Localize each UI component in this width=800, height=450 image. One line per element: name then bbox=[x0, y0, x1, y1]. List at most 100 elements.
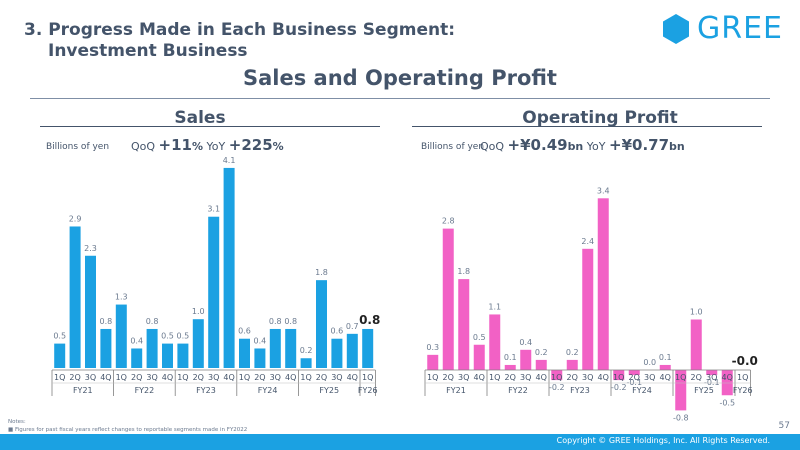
profit-value-label-10: 0.2 bbox=[566, 348, 579, 357]
profit-bar-1 bbox=[427, 354, 439, 370]
profit-quarter-label-16: 4Q bbox=[660, 373, 671, 382]
gree-logo: GREE bbox=[661, 12, 783, 46]
profit-quarter-label-11: 3Q bbox=[582, 373, 593, 382]
profit-quarter-label-4: 4Q bbox=[474, 373, 485, 382]
profit-quarter-label-13: 1Q bbox=[613, 373, 624, 382]
sales-yoy-value: +225 bbox=[228, 136, 273, 154]
profit-value-label-19: -0.1 bbox=[704, 378, 720, 387]
sales-bar-6 bbox=[131, 348, 143, 368]
sales-quarter-label-20: 4Q bbox=[347, 373, 358, 382]
notes-title: Notes: bbox=[8, 419, 26, 425]
sales-value-label-5: 1.3 bbox=[115, 293, 128, 302]
profit-value-label-14: -0.1 bbox=[626, 378, 642, 387]
profit-quarter-label-17: 1Q bbox=[675, 373, 686, 382]
sales-value-label-20: 0.7 bbox=[346, 322, 359, 331]
profit-bar-5 bbox=[489, 314, 501, 370]
profit-chart: 0.32.81.80.51.10.10.40.2-0.20.22.43.4-0.… bbox=[424, 186, 758, 422]
profit-bar-16 bbox=[659, 364, 671, 370]
sales-quarter-label-11: 3Q bbox=[208, 373, 219, 382]
sales-quarter-label-10: 2Q bbox=[193, 373, 204, 382]
profit-year-label-fy25: FY25 bbox=[694, 386, 714, 395]
profit-value-label-17: -0.8 bbox=[673, 413, 689, 422]
profit-bar-8 bbox=[535, 359, 547, 370]
sales-qoq-value: +11 bbox=[158, 136, 192, 154]
sales-value-label-17: 0.2 bbox=[300, 346, 313, 355]
sales-value-label-12: 4.1 bbox=[223, 156, 236, 165]
sales-bar-4 bbox=[100, 328, 112, 368]
profit-bar-4 bbox=[473, 344, 485, 370]
heading-line-2: Investment Business bbox=[48, 41, 248, 61]
sales-quarter-label-15: 3Q bbox=[270, 373, 281, 382]
profit-quarter-label-14: 2Q bbox=[629, 373, 640, 382]
profit-growth-summary: QoQ +¥0.49bn YoY +¥0.77bn bbox=[480, 136, 685, 154]
sales-quarter-label-13: 1Q bbox=[239, 373, 250, 382]
sales-bar-2 bbox=[69, 226, 81, 368]
charts-canvas: 0.52.92.30.81.30.40.80.5 0.51.03.14.10.60… bbox=[51, 156, 758, 422]
profit-value-label-11: 2.4 bbox=[581, 237, 594, 246]
logo-text: GREE bbox=[697, 11, 784, 46]
sales-quarter-label-3: 3Q bbox=[85, 373, 96, 382]
sales-qoq-suffix: % bbox=[192, 140, 204, 153]
hexagon-logo-icon bbox=[663, 14, 689, 44]
profit-bar-18 bbox=[690, 319, 702, 370]
profit-quarter-label-3: 3Q bbox=[458, 373, 469, 382]
sales-year-label-fy21: FY21 bbox=[73, 386, 93, 395]
profit-quarter-label-7: 3Q bbox=[520, 373, 531, 382]
profit-yoy-label: YoY bbox=[586, 140, 606, 153]
profit-bar-10 bbox=[566, 359, 578, 370]
sales-year-label-fy26: FY26 bbox=[358, 386, 378, 395]
profit-quarter-label-20: 4Q bbox=[722, 373, 733, 382]
profit-yoy-suffix: bn bbox=[669, 140, 685, 153]
sales-bar-18 bbox=[316, 280, 327, 368]
sales-year-label-fy22: FY22 bbox=[135, 386, 155, 395]
profit-bar-12 bbox=[597, 198, 609, 370]
sales-growth-summary: QoQ +11% YoY +225% bbox=[131, 136, 284, 154]
profit-value-label-4: 0.5 bbox=[473, 333, 486, 342]
page-number: 57 bbox=[778, 421, 790, 431]
profit-value-label-15: 0.0 bbox=[643, 358, 656, 367]
sales-quarter-label-16: 4Q bbox=[285, 373, 296, 382]
sales-quarter-label-7: 3Q bbox=[146, 373, 157, 382]
profit-qoq-suffix: bn bbox=[567, 140, 584, 153]
sales-bar-15 bbox=[269, 328, 281, 368]
sales-year-label-fy25: FY25 bbox=[319, 386, 339, 395]
sales-value-label-7: 0.8 bbox=[146, 317, 159, 326]
profit-value-label-3: 1.8 bbox=[457, 267, 470, 276]
sales-year-label-fy23: FY23 bbox=[196, 386, 216, 395]
profit-unit-label: Billions of yen bbox=[421, 142, 485, 152]
profit-qoq-value: +¥0.49 bbox=[507, 136, 568, 154]
profit-bar-9 bbox=[551, 370, 563, 381]
profit-bar-14 bbox=[628, 370, 640, 376]
sales-value-label-18: 1.8 bbox=[315, 268, 328, 277]
sales-bar-12 bbox=[223, 167, 235, 368]
profit-value-label-1: 0.3 bbox=[426, 343, 439, 352]
profit-bar-19 bbox=[706, 370, 718, 376]
sales-qoq-label: QoQ bbox=[131, 140, 156, 153]
sales-bar-20 bbox=[346, 333, 358, 368]
profit-value-label-20: -0.5 bbox=[719, 398, 735, 407]
sales-year-label-fy24: FY24 bbox=[258, 386, 278, 395]
footer-bar: Copyright © GREE Holdings, Inc. All Righ… bbox=[0, 434, 800, 450]
profit-quarter-label-2: 2Q bbox=[443, 373, 454, 382]
profit-year-label-fy22: FY22 bbox=[508, 386, 528, 395]
sales-bar-8 bbox=[162, 343, 173, 368]
profit-value-label-13: -0.2 bbox=[611, 383, 627, 392]
sales-bar-7 bbox=[146, 328, 158, 368]
notes: Notes: ■ Figures for past fiscal years r… bbox=[8, 418, 247, 434]
section-heading: 3. Progress Made in Each Business Segmen… bbox=[24, 20, 455, 62]
sales-section-divider bbox=[40, 126, 380, 127]
sales-bar-1 bbox=[54, 343, 66, 368]
sales-value-label-16: 0.8 bbox=[284, 317, 297, 326]
profit-value-label-7: 0.4 bbox=[519, 338, 532, 347]
sales-value-label-9: 0.5 bbox=[177, 332, 190, 341]
sales-section-title: Sales bbox=[174, 108, 226, 128]
sales-quarter-label-6: 2Q bbox=[131, 373, 142, 382]
profit-qoq-label: QoQ bbox=[480, 140, 505, 153]
sales-quarter-label-4: 4Q bbox=[100, 373, 111, 382]
sales-value-label-2: 2.9 bbox=[69, 214, 82, 223]
sales-yoy-suffix: % bbox=[272, 140, 284, 153]
sales-bar-13 bbox=[239, 338, 250, 368]
profit-value-label-16: 0.1 bbox=[659, 353, 672, 362]
sales-value-label-10: 1.0 bbox=[192, 307, 205, 316]
sales-value-label-15: 0.8 bbox=[269, 317, 282, 326]
